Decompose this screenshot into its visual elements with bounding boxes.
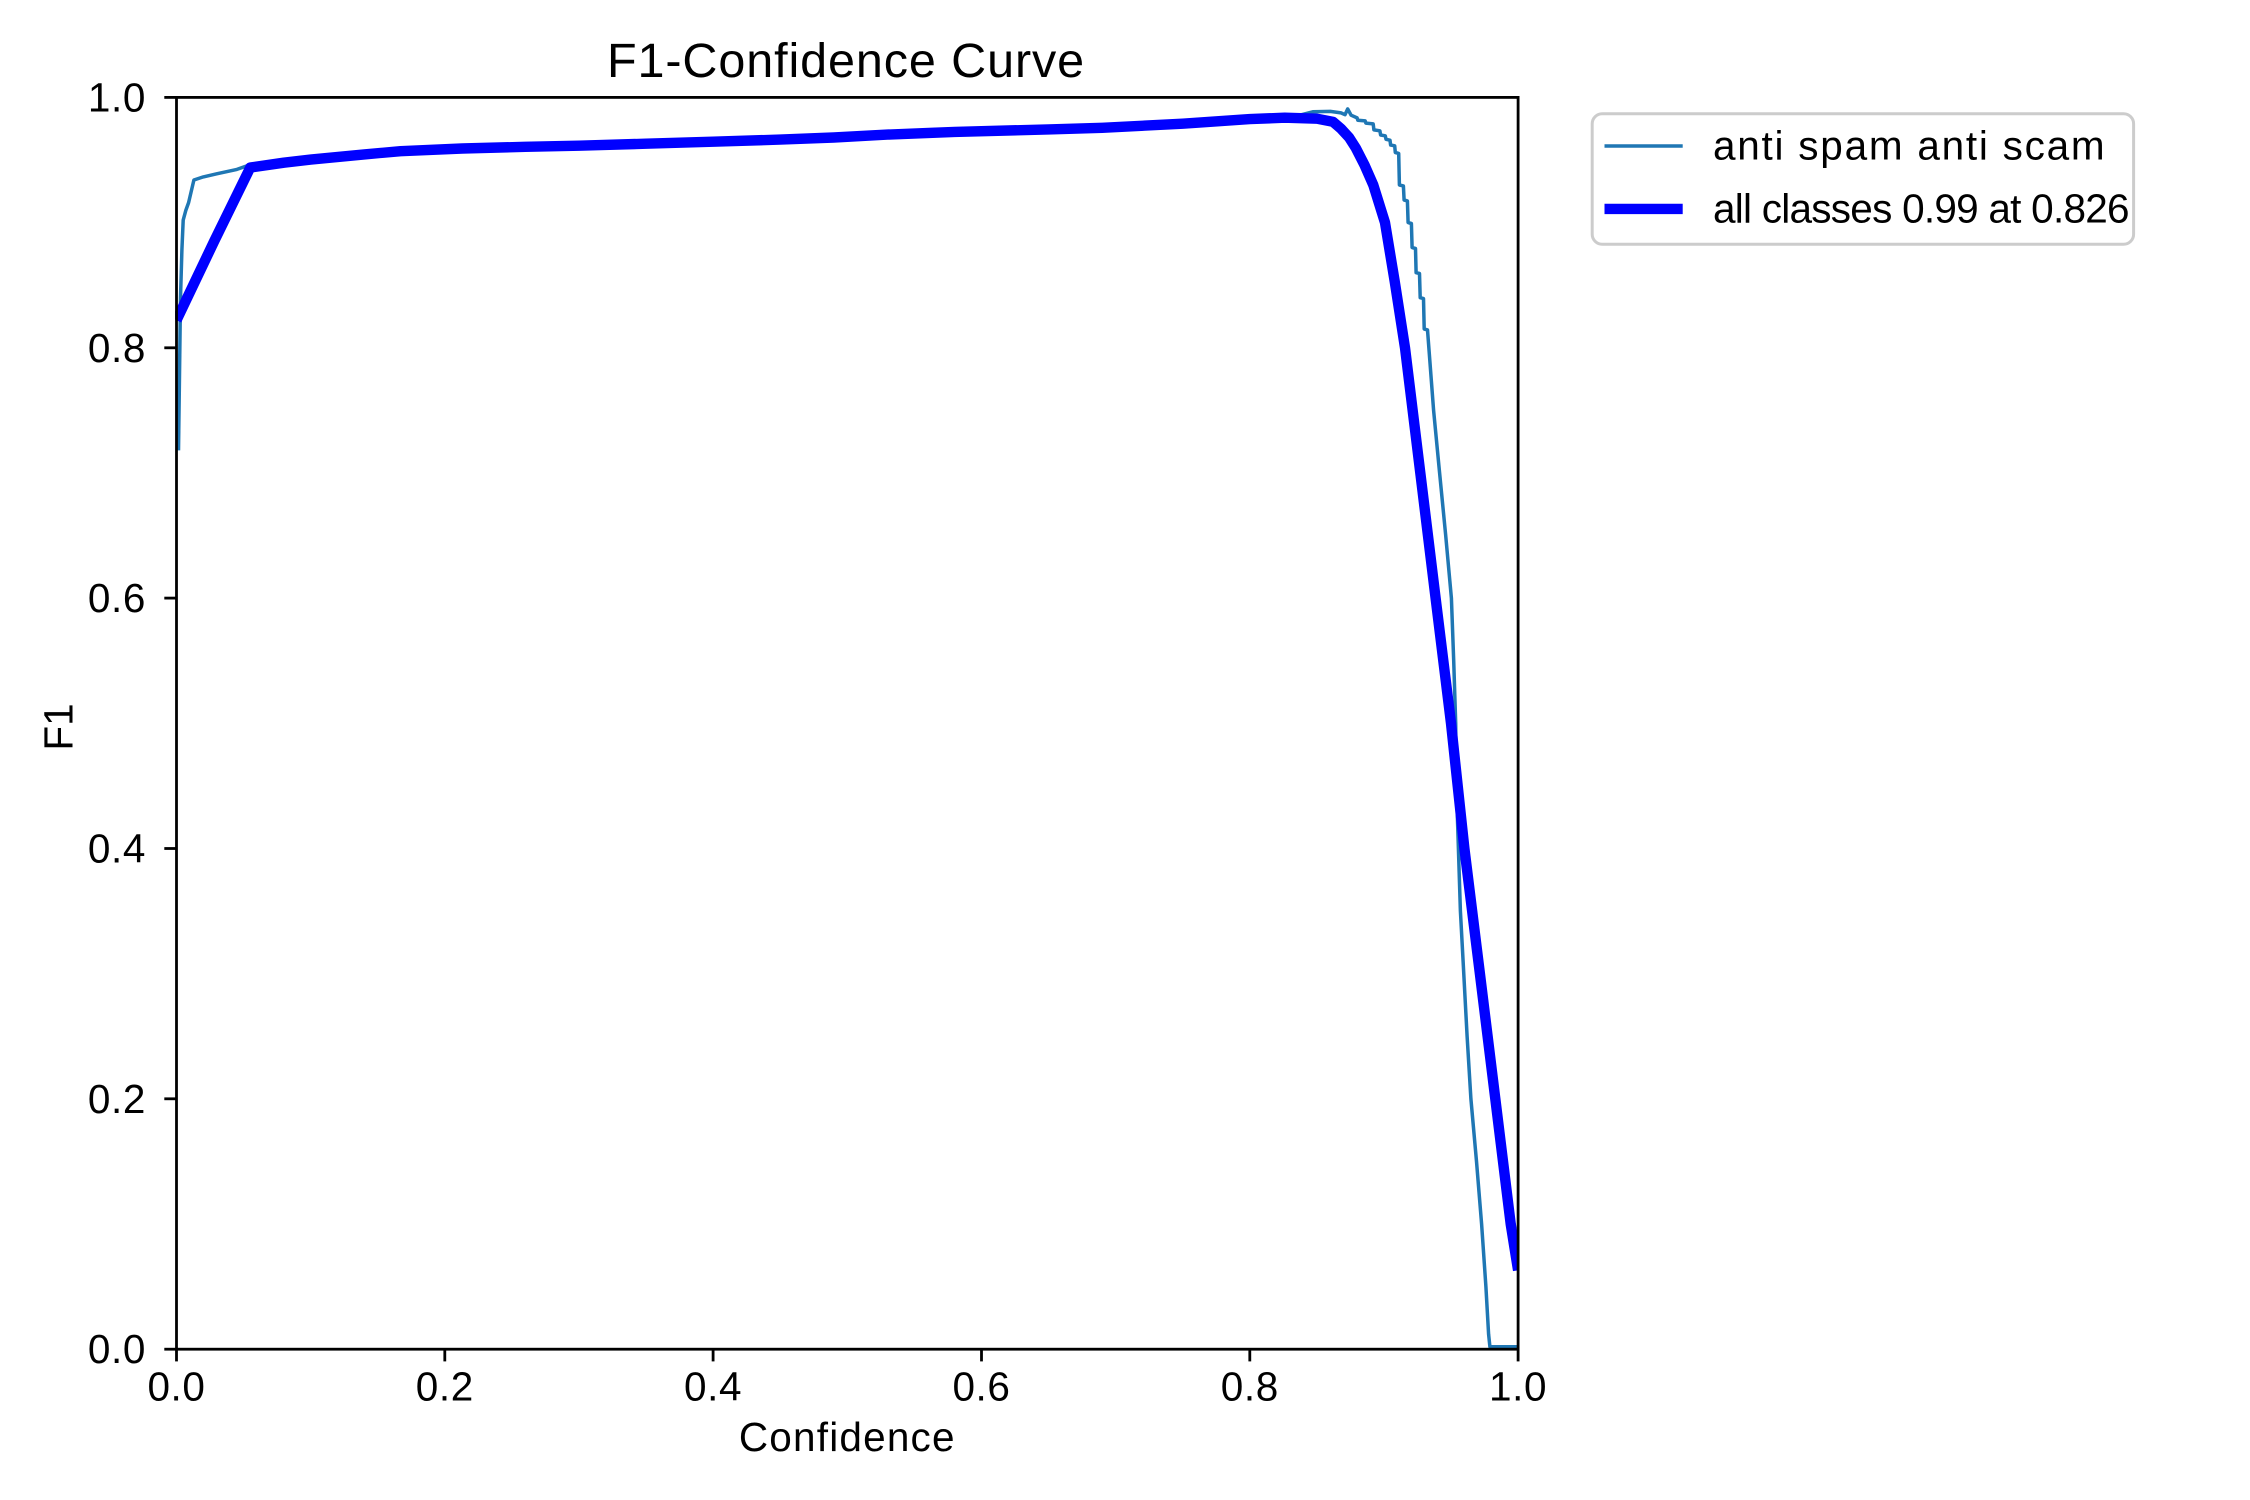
svg-text:0.4: 0.4 (88, 826, 146, 872)
svg-text:1.0: 1.0 (88, 74, 146, 120)
svg-text:1.0: 1.0 (1489, 1364, 1547, 1410)
svg-text:0.8: 0.8 (88, 325, 146, 371)
svg-text:0.2: 0.2 (88, 1076, 146, 1122)
svg-text:all classes 0.99 at 0.826: all classes 0.99 at 0.826 (1713, 186, 2129, 232)
svg-text:0.2: 0.2 (416, 1364, 474, 1410)
svg-text:Confidence: Confidence (739, 1414, 956, 1460)
svg-text:0.0: 0.0 (88, 1326, 146, 1372)
svg-text:0.6: 0.6 (88, 575, 146, 621)
svg-text:F1-Confidence Curve: F1-Confidence Curve (607, 34, 1085, 88)
svg-text:anti spam anti scam: anti spam anti scam (1713, 123, 2106, 169)
svg-text:F1: F1 (36, 703, 82, 750)
svg-text:0.6: 0.6 (952, 1364, 1010, 1410)
svg-text:0.0: 0.0 (147, 1364, 205, 1410)
svg-text:0.4: 0.4 (684, 1364, 742, 1410)
svg-text:0.8: 0.8 (1221, 1364, 1279, 1410)
